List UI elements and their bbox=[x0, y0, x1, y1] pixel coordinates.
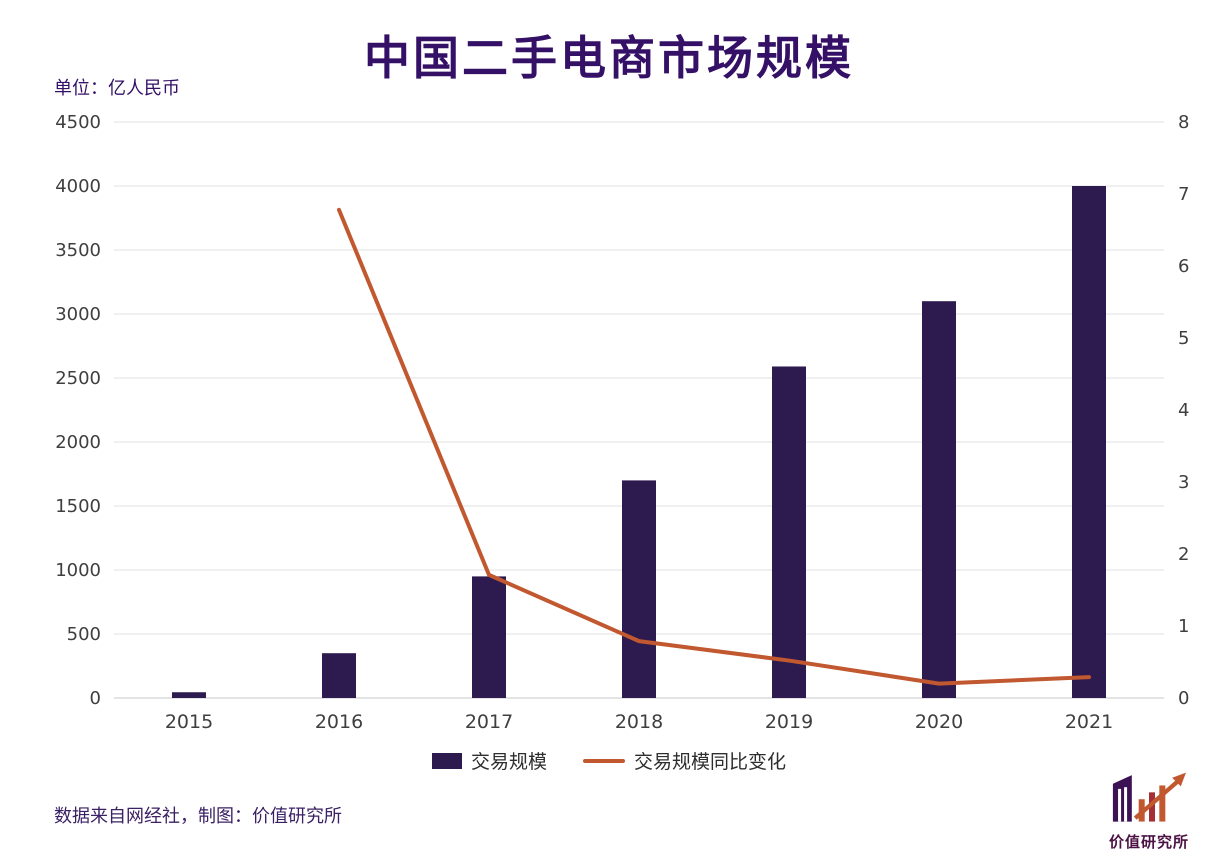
bar-2015 bbox=[172, 692, 206, 698]
legend-bar-swatch bbox=[431, 752, 462, 769]
bar-2017 bbox=[472, 576, 506, 698]
right-axis-tick: 2 bbox=[1178, 544, 1189, 565]
left-axis-tick: 0 bbox=[90, 688, 101, 709]
left-axis-tick: 4500 bbox=[55, 112, 101, 133]
right-axis-tick: 6 bbox=[1178, 256, 1189, 277]
left-axis-tick: 2000 bbox=[55, 432, 101, 453]
left-axis-tick: 1000 bbox=[55, 560, 101, 581]
data-source-note: 数据来自网经社，制图：价值研究所 bbox=[54, 806, 342, 827]
legend-line-swatch bbox=[583, 758, 625, 763]
chart-legend: 交易规模 交易规模同比变化 bbox=[0, 747, 1218, 774]
x-axis-label: 2018 bbox=[615, 711, 663, 733]
legend-bar-label: 交易规模 bbox=[470, 751, 547, 773]
left-axis-tick: 2500 bbox=[55, 368, 101, 389]
unit-label: 单位：亿人民币 bbox=[54, 78, 180, 99]
left-axis-tick: 500 bbox=[67, 624, 101, 645]
page-title: 中国二手电商市场规模 bbox=[364, 31, 854, 85]
x-axis-label: 2021 bbox=[1065, 711, 1113, 733]
right-axis-tick: 8 bbox=[1178, 112, 1189, 133]
legend-item-line: 交易规模同比变化 bbox=[583, 747, 786, 774]
right-axis-tick: 1 bbox=[1178, 616, 1189, 637]
right-axis-tick: 3 bbox=[1178, 472, 1189, 493]
bar-2020 bbox=[922, 301, 956, 698]
building-arrow-logo-icon bbox=[1112, 772, 1186, 822]
right-axis-tick: 0 bbox=[1178, 688, 1189, 709]
left-axis-tick: 1500 bbox=[55, 496, 101, 517]
yoy-change-line bbox=[337, 207, 1091, 686]
bar-2021 bbox=[1072, 186, 1106, 698]
x-axis-label: 2015 bbox=[165, 711, 213, 733]
bar-2016 bbox=[322, 653, 356, 698]
bar-2019 bbox=[772, 366, 806, 698]
legend-item-bar: 交易规模 bbox=[431, 747, 547, 774]
combo-chart: 0 500 1000 1500 2000 2500 3000 3500 4000 4500 0 1 2 3… bbox=[55, 112, 1189, 733]
left-axis-tick: 3000 bbox=[55, 304, 101, 325]
bar-2018 bbox=[622, 480, 656, 698]
publisher-logo: 价值研究所 bbox=[1094, 770, 1204, 852]
right-axis-tick: 4 bbox=[1178, 400, 1189, 421]
left-axis-tick: 4000 bbox=[55, 176, 101, 197]
x-axis-label: 2019 bbox=[765, 711, 813, 733]
right-axis-tick: 7 bbox=[1178, 184, 1189, 205]
x-axis-label: 2016 bbox=[315, 711, 363, 733]
x-axis-label: 2017 bbox=[465, 711, 513, 733]
left-axis-tick: 3500 bbox=[55, 240, 101, 261]
x-axis-label: 2020 bbox=[915, 711, 963, 733]
logo-text: 价值研究所 bbox=[1108, 833, 1189, 851]
right-axis-tick: 5 bbox=[1178, 328, 1189, 349]
legend-line-label: 交易规模同比变化 bbox=[634, 751, 787, 773]
